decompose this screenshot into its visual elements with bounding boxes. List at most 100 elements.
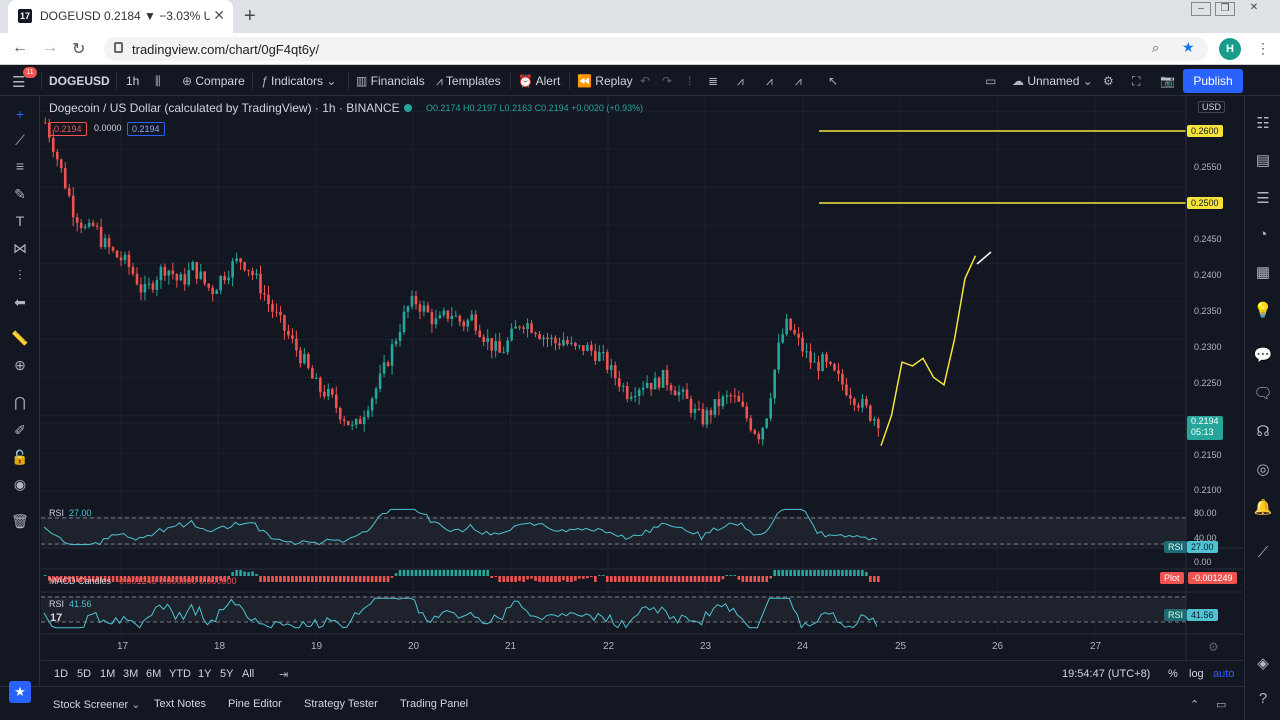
bid-price-pill[interactable]: 0.2194 <box>49 122 87 136</box>
candle-type-icon[interactable]: ⫼ <box>155 74 161 88</box>
candle-body <box>191 262 195 271</box>
range-1d-button[interactable]: 1D <box>54 668 69 680</box>
interval-button[interactable]: 1h <box>126 74 140 88</box>
range-5y-button[interactable]: 5Y <box>220 668 234 680</box>
cursor-arrow-icon[interactable]: ↖ <box>828 74 839 88</box>
macd-bar <box>231 571 234 576</box>
lock-drawings-icon[interactable]: 🔓 <box>11 449 29 465</box>
strategy-tester-tab[interactable]: Strategy Tester <box>304 698 378 710</box>
magnet-icon[interactable]: ⋂ <box>14 394 26 410</box>
data-window-icon[interactable]: ☰ <box>1256 190 1270 207</box>
layout-square-icon[interactable]: ▭ <box>985 74 997 88</box>
alert-button[interactable]: ⏰ Alert <box>518 74 560 88</box>
compare-button[interactable]: ⊕ Compare <box>182 74 245 88</box>
goto-date-icon[interactable]: ⇥ <box>279 669 289 681</box>
layers-icon[interactable]: ◈ <box>1257 655 1269 672</box>
prediction-icon[interactable]: ⫶ <box>18 267 22 283</box>
financials-button[interactable]: ▥ Financials <box>356 74 425 88</box>
trading-panel-tab[interactable]: Trading Panel <box>400 698 469 710</box>
back-arrow-icon[interactable]: ← <box>12 39 28 56</box>
calendar-icon[interactable]: ▦ <box>1255 264 1271 281</box>
range-3m-button[interactable]: 3M <box>123 668 139 680</box>
notifications-bell-icon[interactable]: 🔔 <box>1253 499 1273 516</box>
range-6m-button[interactable]: 6M <box>146 668 162 680</box>
publish-button[interactable]: Publish <box>1183 69 1243 93</box>
stock-screener-tab[interactable]: Stock Screener ⌄ <box>53 699 141 711</box>
candle-body <box>753 430 757 434</box>
favorite-tool-pattern-xyz-icon[interactable]: ⩘ <box>795 74 802 88</box>
reload-icon[interactable]: ↻ <box>72 41 86 58</box>
range-5d-button[interactable]: 5D <box>77 668 92 680</box>
pine-editor-tab[interactable]: Pine Editor <box>228 698 282 710</box>
streams-icon[interactable]: ◎ <box>1256 461 1270 478</box>
news-icon[interactable]: ▤ <box>1255 152 1271 169</box>
brush-icon[interactable]: ✎ <box>14 186 26 202</box>
range-1y-button[interactable]: 1Y <box>198 668 212 680</box>
help-icon[interactable]: ? <box>1258 690 1268 707</box>
back-arrow-tool-icon[interactable]: ⬅ <box>14 294 26 310</box>
templates-button[interactable]: ⩘ Templates <box>436 74 501 89</box>
support-icon[interactable]: ☊ <box>1256 423 1270 440</box>
range-1m-button[interactable]: 1M <box>100 668 116 680</box>
favorite-tool-lines-icon[interactable]: ≣ <box>708 74 719 88</box>
close-tab-icon[interactable]: ✕ <box>213 7 225 23</box>
profile-avatar[interactable]: H <box>1219 38 1241 60</box>
forward-arrow-icon[interactable]: → <box>42 39 58 56</box>
trash-icon[interactable]: 🗑 <box>11 513 29 529</box>
camera-icon[interactable]: 📷 <box>1160 74 1175 88</box>
collapse-panel-icon[interactable]: ⌃ <box>1190 699 1200 711</box>
macd-bar <box>263 576 266 582</box>
favorites-star-icon[interactable]: ★ <box>9 681 31 703</box>
fullscreen-icon[interactable]: ⛶ <box>1132 74 1141 88</box>
drag-handle-icon[interactable]: ⁞ <box>688 74 692 88</box>
window-close-icon[interactable]: ✕ <box>1249 2 1259 13</box>
hotlist-icon[interactable]: ◔ <box>1258 226 1268 243</box>
macd-bar <box>649 576 653 582</box>
minimize-icon[interactable]: – <box>1191 2 1211 16</box>
candle-body <box>255 273 258 276</box>
range-ytd-button[interactable]: YTD <box>169 668 191 680</box>
clock-readout[interactable]: 19:54:47 (UTC+8) <box>1062 668 1151 680</box>
settings-gear-icon[interactable]: ⚙ <box>1103 74 1114 88</box>
undo-icon[interactable]: ↶ <box>640 74 651 88</box>
new-tab-icon[interactable]: + <box>244 5 256 27</box>
range-all-button[interactable]: All <box>242 668 255 680</box>
browser-tab[interactable]: 17 DOGEUSD 0.2184 ▼ −3.03% Un ✕ <box>8 0 233 33</box>
trend-line-icon[interactable]: ⟋ <box>15 132 25 148</box>
replay-button[interactable]: ⏪ Replay <box>577 74 633 88</box>
symbol-search-button[interactable]: DOGEUSD <box>49 74 110 88</box>
text-notes-tab[interactable]: Text Notes <box>154 698 206 710</box>
axis-settings-gear-icon[interactable]: ⚙ <box>1208 640 1219 654</box>
maximize-panel-icon[interactable]: ▭ <box>1216 699 1227 711</box>
pattern-icon[interactable]: ⋈ <box>13 240 27 256</box>
text-tool-icon[interactable]: T <box>15 213 25 229</box>
zoom-search-icon[interactable]: ⌕ <box>1152 40 1160 55</box>
main-menu-icon[interactable]: ☰ <box>12 74 26 91</box>
restore-icon[interactable]: ❐ <box>1215 2 1235 16</box>
ruler-icon[interactable]: 📏 <box>11 330 29 346</box>
auto-scale-toggle[interactable]: auto <box>1213 668 1235 680</box>
watchlist-icon[interactable]: ☷ <box>1256 115 1270 132</box>
fib-icon[interactable]: ≡ <box>15 158 25 174</box>
bookmark-star-icon[interactable]: ★ <box>1182 39 1195 55</box>
ask-price-pill[interactable]: 0.2194 <box>127 122 165 136</box>
log-scale-toggle[interactable]: log <box>1189 668 1204 680</box>
ideas-lightbulb-icon[interactable]: 💡 <box>1253 302 1273 319</box>
browser-menu-icon[interactable]: ⋮ <box>1256 40 1270 56</box>
percent-scale-toggle[interactable]: % <box>1168 668 1178 680</box>
chat-icon[interactable]: 💬 <box>1253 347 1273 364</box>
indicators-button[interactable]: ƒ Indicators ⌄ <box>261 74 337 88</box>
eye-icon[interactable]: ◉ <box>13 476 27 492</box>
currency-select[interactable]: USD <box>1198 101 1226 113</box>
layout-name-button[interactable]: ☁ Unnamed ⌄ <box>1012 74 1093 88</box>
price-chart[interactable] <box>41 96 1243 660</box>
redo-icon[interactable]: ↷ <box>662 74 673 88</box>
zoom-in-icon[interactable]: ⊕ <box>14 357 26 373</box>
favorite-tool-pattern-abcd-icon[interactable]: ⩘ <box>737 74 744 88</box>
messages-icon[interactable]: 🗨 <box>1253 385 1273 402</box>
crosshair-icon[interactable]: + <box>15 106 25 122</box>
signal-icon[interactable]: ⟋ <box>1257 544 1269 561</box>
url-input[interactable]: tradingview.com/chart/0gF4qt6y/ ⌕ ★ <box>104 37 1208 61</box>
stay-drawing-icon[interactable]: ✐ <box>14 422 26 438</box>
favorite-tool-pattern-xabcd-icon[interactable]: ⩘ <box>766 74 773 88</box>
